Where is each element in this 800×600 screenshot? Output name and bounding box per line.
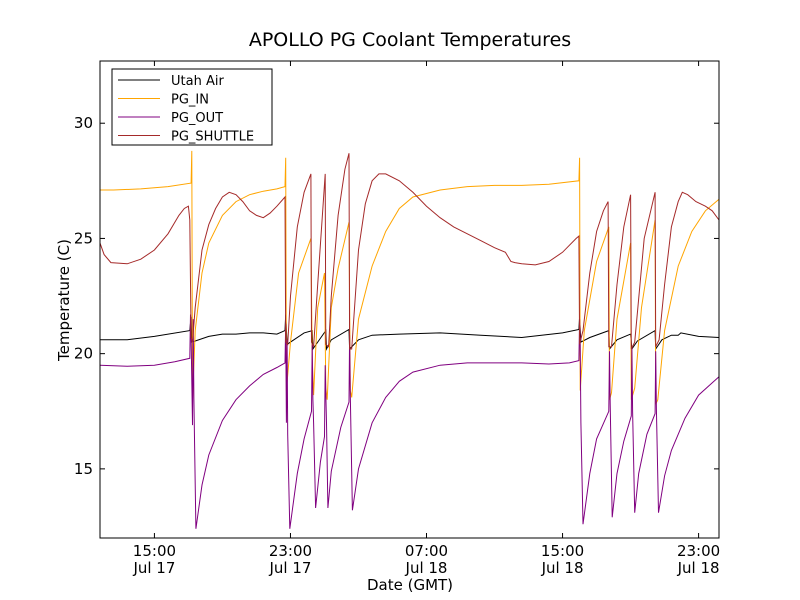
legend-label-pg-out: PG_OUT: [171, 111, 223, 126]
legend: Utah Air PG_IN PG_OUT PG_SHUTTLE: [111, 68, 273, 146]
y-tick-label-2: 25: [74, 229, 93, 247]
series-line-pg-shuttle: [99, 153, 720, 350]
y-axis-label: Temperature (C): [55, 239, 73, 362]
y-tick-label-1: 20: [74, 345, 93, 363]
legend-label-utah-air: Utah Air: [171, 74, 224, 89]
x-tick-label-time-0: 15:00: [133, 542, 176, 560]
x-tick-label-time-4: 23:00: [677, 542, 720, 560]
x-tick-label-date-3: Jul 18: [541, 559, 584, 577]
series-layer: [99, 150, 720, 529]
x-tick-label-date-4: Jul 18: [677, 559, 720, 577]
x-axis-label: Date (GMT): [367, 576, 453, 594]
y-tick-label-3: 30: [74, 114, 93, 132]
x-tick-label-date-2: Jul 18: [405, 559, 448, 577]
x-tick-label-date-1: Jul 17: [268, 559, 311, 577]
series-line-pg-out: [99, 314, 720, 529]
legend-box: [111, 68, 273, 146]
x-tick-label-date-0: Jul 17: [132, 559, 175, 577]
x-tick-label-time-3: 15:00: [541, 542, 584, 560]
legend-label-pg-shuttle: PG_SHUTTLE: [171, 130, 254, 145]
x-tick-label-time-2: 07:00: [405, 542, 448, 560]
y-tick-label-0: 15: [74, 460, 93, 478]
plot-frame: [99, 60, 720, 539]
legend-label-pg-in: PG_IN: [171, 93, 209, 108]
x-tick-label-time-1: 23:00: [269, 542, 312, 560]
chart-title: APOLLO PG Coolant Temperatures: [249, 29, 571, 51]
